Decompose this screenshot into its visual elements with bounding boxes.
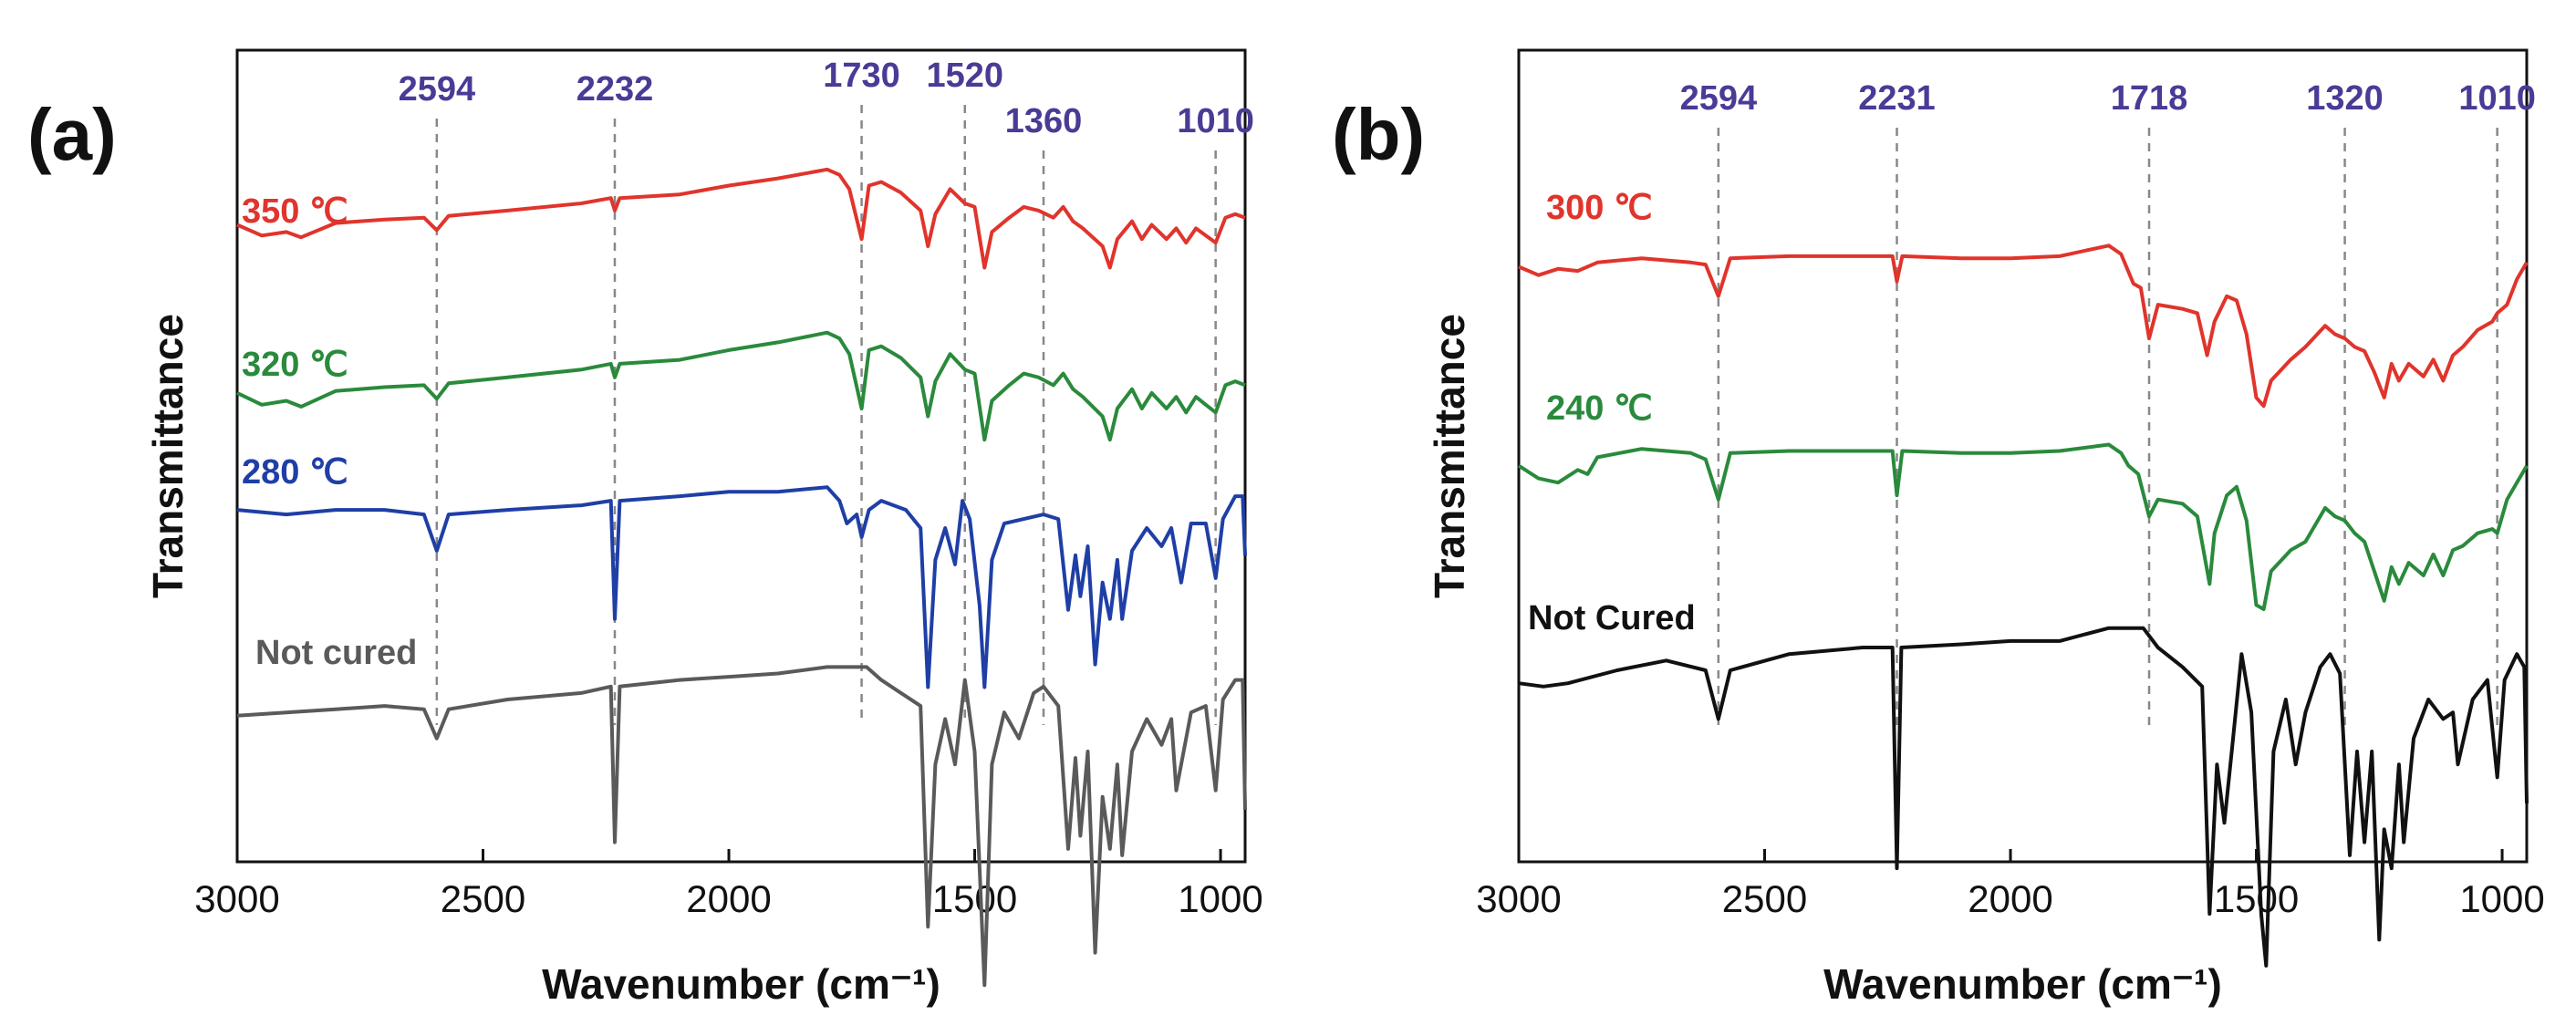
peak-label: 2232 [576, 70, 654, 109]
peak-label: 1718 [2111, 79, 2188, 118]
series-line [236, 167, 1246, 270]
peak-label: 1730 [823, 57, 900, 95]
peak-label: 1010 [1177, 102, 1254, 140]
x-axis-label: Wavenumber (cm⁻¹) [542, 960, 940, 1008]
series-line [1517, 442, 2529, 611]
x-tick-label: 1000 [1178, 877, 1262, 920]
y-axis-label: Transmittance [144, 314, 192, 598]
y-axis-label: Transmittance [1426, 314, 1473, 598]
x-tick-label: 1500 [2214, 877, 2299, 920]
series-label: 240 ℃ [1546, 389, 1653, 428]
panel-b: (b) 3000 2500 2000 1500 1000 Wavenumber (cm⁻¹)… [1332, 48, 2545, 1008]
x-tick-label: 3000 [194, 877, 279, 920]
x-axis-label: Wavenumber (cm⁻¹) [1823, 960, 2222, 1008]
series-label: 320 ℃ [242, 346, 348, 384]
series-label: 300 ℃ [1546, 189, 1653, 227]
peak-label: 2231 [1858, 79, 1936, 118]
x-tick-label: 2000 [686, 877, 771, 920]
peak-label: 1320 [2306, 79, 2384, 118]
peak-label: 1520 [926, 57, 1003, 95]
series-label: Not cured [255, 634, 417, 672]
x-tick-label: 3000 [1476, 877, 1561, 920]
x-tick-label: 2500 [441, 877, 525, 920]
series-line [236, 330, 1246, 442]
x-tick-label: 1000 [2459, 877, 2544, 920]
series-label: 280 ℃ [242, 453, 348, 492]
peak-label: 2594 [1680, 79, 1758, 118]
panel-label: (a) [27, 94, 117, 175]
series-label: 350 ℃ [242, 192, 348, 231]
x-tick-label: 2000 [1968, 877, 2052, 920]
peak-label: 1010 [2458, 79, 2536, 118]
x-tick-label: 2500 [1722, 877, 1807, 920]
peak-label: 1360 [1005, 102, 1083, 140]
series-label: Not Cured [1528, 599, 1696, 637]
series-line [236, 665, 1247, 988]
panel-label: (b) [1332, 94, 1425, 175]
series-line [236, 485, 1247, 689]
x-tick-label: 1500 [932, 877, 1017, 920]
series-line [1518, 243, 2529, 409]
plot-frame [1517, 48, 2529, 864]
plot-frame [235, 48, 1247, 864]
peak-label: 2594 [399, 70, 476, 109]
series-line [1518, 626, 2529, 968]
panel-a: (a) 3000 2500 2000 1500 1000 Wavenumber (cm⁻¹)… [27, 48, 1263, 1008]
